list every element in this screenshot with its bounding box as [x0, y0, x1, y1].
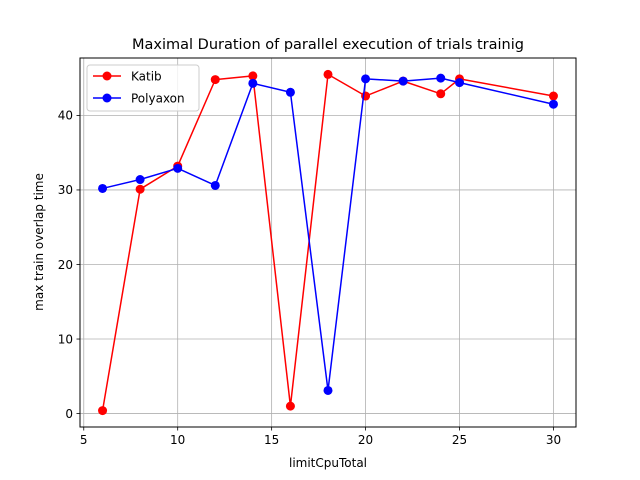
data-point-polyaxon — [135, 175, 145, 185]
data-point-polyaxon — [323, 385, 333, 395]
data-point-katib — [285, 401, 295, 411]
x-tick-label: 15 — [264, 433, 279, 447]
data-point-katib — [548, 91, 558, 101]
data-point-polyaxon — [548, 99, 558, 109]
data-point-katib — [323, 69, 333, 79]
y-tick-label: 10 — [58, 332, 73, 346]
data-point-katib — [248, 71, 258, 81]
chart-title: Maximal Duration of parallel execution o… — [132, 37, 524, 53]
data-point-polyaxon — [398, 76, 408, 86]
data-point-polyaxon — [455, 78, 465, 88]
x-tick-label: 10 — [170, 433, 185, 447]
data-point-katib — [210, 75, 220, 85]
data-point-katib — [135, 184, 145, 194]
data-point-katib — [98, 406, 108, 416]
x-axis-label: limitCpuTotal — [289, 456, 367, 470]
legend-marker-polyaxon — [102, 93, 112, 103]
plot-series — [98, 69, 558, 416]
data-point-polyaxon — [285, 87, 295, 97]
y-tick-label: 20 — [58, 258, 73, 272]
x-tick-label: 30 — [546, 433, 561, 447]
y-tick-label: 30 — [58, 183, 73, 197]
legend-label-katib: Katib — [131, 70, 162, 84]
legend-marker-katib — [102, 71, 112, 81]
y-tick-label: 0 — [65, 407, 73, 421]
legend-label-polyaxon: Polyaxon — [131, 92, 185, 106]
data-point-polyaxon — [248, 78, 258, 88]
data-point-polyaxon — [361, 74, 371, 84]
data-point-polyaxon — [173, 163, 183, 173]
legend: Katib Polyaxon — [86, 64, 200, 112]
axes-frame — [79, 57, 577, 428]
x-tick-label: 20 — [358, 433, 373, 447]
data-point-polyaxon — [436, 73, 446, 83]
y-axis-label: max train overlap time — [32, 173, 46, 311]
x-tick-label: 25 — [452, 433, 467, 447]
y-tick-label: 40 — [58, 109, 73, 123]
data-point-polyaxon — [210, 180, 220, 190]
data-point-polyaxon — [98, 183, 108, 193]
x-tick-label: 5 — [80, 433, 88, 447]
data-point-katib — [436, 89, 446, 99]
axis-ticks: 5 10 15 20 25 30 0 10 20 30 40 — [58, 109, 561, 447]
